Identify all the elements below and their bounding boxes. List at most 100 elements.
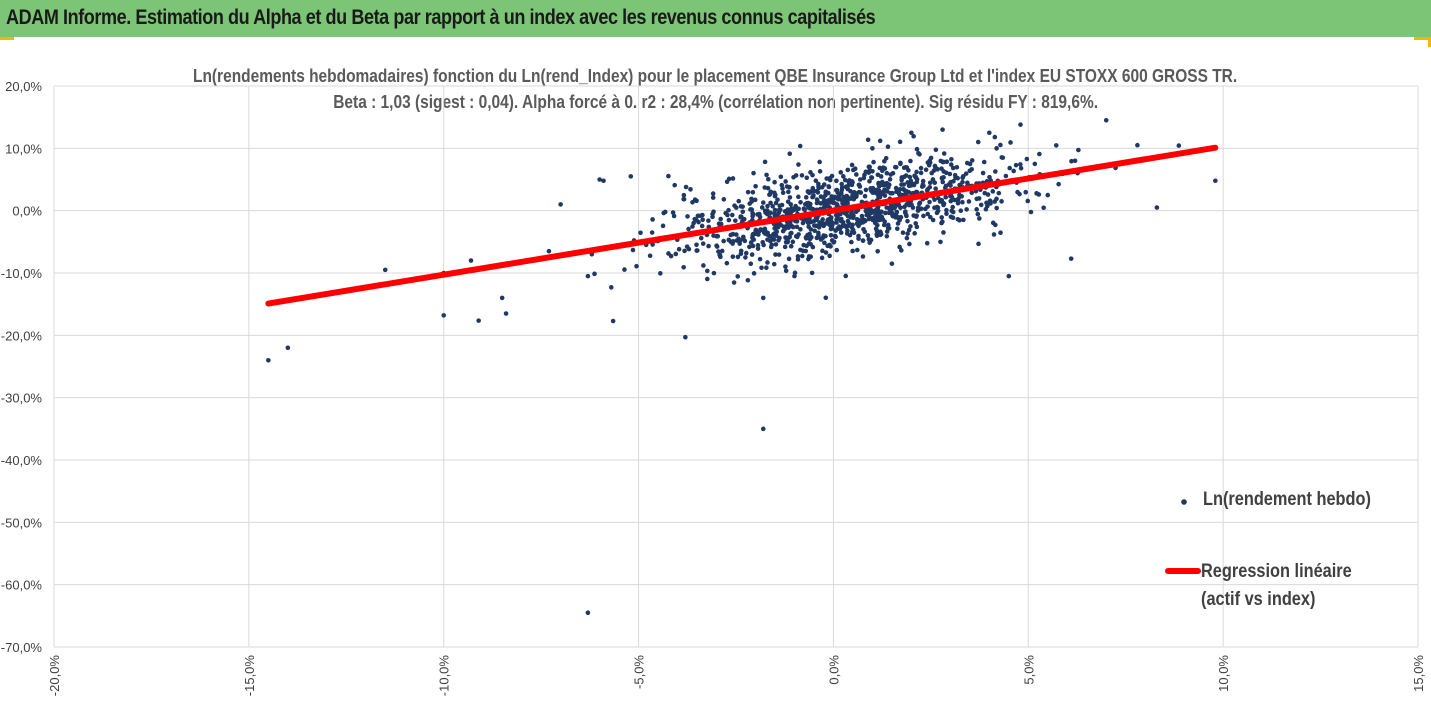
legend-line-label-2: (actif vs index)	[1201, 589, 1316, 610]
data-point	[1076, 147, 1081, 153]
data-point	[810, 244, 816, 250]
data-point	[834, 217, 839, 222]
data-point	[905, 231, 910, 236]
data-point	[634, 263, 639, 269]
data-point	[901, 174, 907, 180]
data-point	[806, 241, 812, 246]
data-point	[828, 226, 834, 232]
data-point	[907, 241, 912, 247]
data-point	[714, 243, 719, 248]
data-point	[726, 207, 731, 213]
data-point	[745, 189, 751, 195]
data-point	[811, 188, 817, 194]
data-point	[608, 285, 614, 290]
data-point	[944, 207, 949, 213]
data-point	[834, 202, 840, 207]
data-point	[748, 240, 754, 245]
data-point	[780, 186, 785, 191]
data-point	[865, 233, 871, 238]
data-point	[906, 227, 912, 233]
x-tick-label: -5,0%	[632, 655, 647, 689]
data-point	[787, 151, 793, 157]
data-point	[893, 164, 899, 170]
data-point	[638, 230, 643, 236]
data-point	[987, 174, 992, 180]
data-point	[441, 313, 447, 318]
data-point	[658, 271, 663, 276]
data-point	[941, 230, 946, 235]
legend-point-marker	[1181, 499, 1187, 505]
data-point	[759, 265, 764, 271]
data-point	[927, 180, 933, 186]
data-point	[704, 268, 710, 274]
x-tick-label: -10,0%	[437, 655, 452, 697]
x-tick-label: 0,0%	[826, 655, 841, 685]
data-point	[833, 228, 838, 233]
data-point	[750, 233, 755, 238]
data-point	[976, 241, 981, 247]
data-point	[1037, 151, 1042, 157]
data-point	[918, 206, 924, 212]
data-point	[757, 256, 763, 262]
data-point	[821, 182, 827, 187]
data-point	[969, 190, 975, 195]
data-point	[1028, 209, 1034, 215]
data-point	[925, 186, 931, 192]
data-point	[921, 183, 926, 189]
data-point	[686, 226, 691, 232]
data-point	[794, 224, 800, 230]
data-point	[1018, 162, 1023, 167]
data-point	[932, 163, 938, 169]
data-point	[694, 248, 700, 253]
data-point	[897, 244, 902, 250]
data-point	[718, 221, 724, 227]
data-point	[719, 248, 725, 254]
data-point	[787, 195, 793, 200]
regression-line-group	[265, 144, 1219, 307]
data-point	[476, 318, 481, 323]
data-point	[1025, 198, 1031, 204]
data-point	[870, 210, 876, 215]
data-point	[883, 155, 889, 161]
data-point	[778, 222, 784, 228]
data-point	[930, 177, 936, 182]
data-point	[906, 202, 912, 208]
data-point	[877, 138, 883, 144]
data-point	[950, 215, 956, 221]
data-point	[585, 273, 591, 279]
data-point	[726, 237, 732, 243]
data-point	[1008, 140, 1013, 145]
data-point	[872, 220, 878, 226]
data-point	[792, 270, 798, 276]
data-point	[998, 142, 1003, 148]
data-point	[886, 182, 892, 187]
data-point	[716, 249, 721, 254]
data-point	[730, 254, 736, 259]
data-point	[736, 236, 741, 242]
y-tick-label: -60,0%	[1, 578, 43, 593]
data-point	[801, 242, 806, 248]
data-point	[955, 201, 961, 206]
data-point	[650, 217, 655, 222]
data-point	[988, 201, 993, 206]
data-point	[816, 225, 822, 230]
data-point	[823, 189, 828, 195]
data-point	[870, 146, 875, 151]
data-point	[955, 175, 960, 181]
scatter-chart: Ln(rendements hebdomadaires) fonction du…	[0, 37, 1431, 722]
report-title: ADAM Informe. Estimation du Alpha et du …	[6, 6, 876, 29]
data-point	[783, 179, 788, 184]
data-point	[808, 170, 813, 175]
data-point	[832, 233, 838, 239]
data-point	[931, 168, 937, 173]
data-point	[948, 183, 953, 188]
data-point	[914, 189, 919, 195]
data-point	[874, 207, 879, 213]
data-point	[789, 230, 794, 236]
data-point	[834, 188, 839, 193]
data-point	[994, 205, 999, 211]
data-point	[991, 232, 997, 237]
data-point	[750, 189, 756, 195]
x-axis-tick-labels: -20,0% -15,0% -10,0% -5,0% 0,0% 5,0% 10,0% 15,0…	[47, 655, 1426, 697]
data-point	[764, 232, 770, 237]
